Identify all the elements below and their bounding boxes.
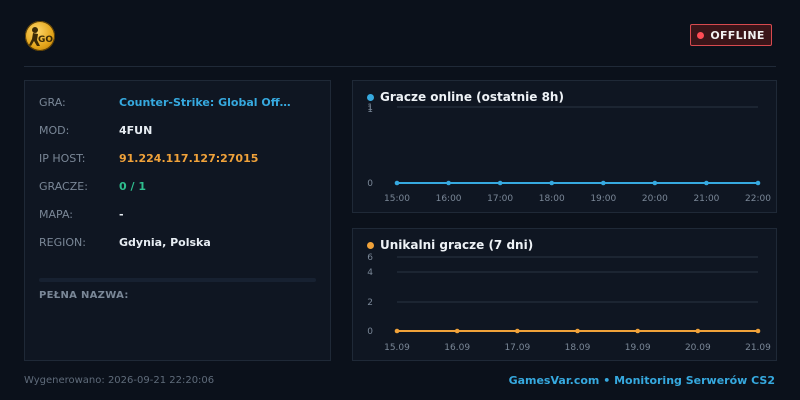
data-point <box>575 328 580 334</box>
x-tick-label: 19.09 <box>625 343 651 353</box>
info-label: MOD: <box>39 124 70 137</box>
full-name-label: PEŁNA NAZWA: <box>39 290 129 301</box>
status-badge: OFFLINE <box>690 24 772 46</box>
game-value: Counter-Strike: Global Off… <box>119 96 291 109</box>
status-dot-icon <box>697 31 705 39</box>
players-value: 0 / 1 <box>119 180 146 193</box>
y-tick-label: 1 <box>367 105 373 115</box>
header-divider <box>24 66 776 67</box>
x-tick-label: 17.09 <box>504 343 530 353</box>
data-point <box>695 328 701 334</box>
data-point <box>652 180 658 186</box>
data-point <box>497 180 503 186</box>
data-point <box>515 328 520 334</box>
y-tick-label: 0 <box>367 327 373 337</box>
info-label: REGION: <box>39 236 86 249</box>
y-tick-label: 0 <box>367 179 373 189</box>
x-tick-label: 18:00 <box>539 194 565 204</box>
x-tick-label: 21:00 <box>693 194 719 204</box>
x-tick-label: 21.09 <box>745 343 771 353</box>
unique-players-plot: 6 4 2 0 15.09 16.09 17.09 18.09 19.09 20.09 21.09 <box>367 253 771 353</box>
x-tick-label: 15.09 <box>384 343 410 353</box>
generated-timestamp: Wygenerowano: 2026-09-21 22:20:06 <box>24 375 215 386</box>
server-info-panel: GRA: Counter-Strike: Global Off… MOD: 4F… <box>24 80 331 361</box>
chart-title-row: Gracze online (ostatnie 8h) <box>367 90 564 104</box>
footer-brand-link[interactable]: GamesVar.com • Monitoring Serwerów CS2 <box>508 374 775 387</box>
x-tick-label: 20:00 <box>642 194 668 204</box>
x-tick-label: 16.09 <box>444 343 470 353</box>
mod-value: 4FUN <box>119 124 153 137</box>
chart-bullet-icon <box>367 93 374 101</box>
data-point <box>704 180 709 186</box>
data-point <box>446 180 451 186</box>
y-tick-label: 2 <box>367 298 373 308</box>
data-point <box>454 328 460 334</box>
online-players-chart: Gracze online (ostatnie 8h) 1 1 0 15:00 16:0… <box>352 80 777 213</box>
data-point <box>394 180 400 186</box>
data-point <box>755 328 761 334</box>
x-tick-label: 16:00 <box>436 194 462 204</box>
x-tick-label: 15:00 <box>384 194 410 204</box>
chart-title: Gracze online (ostatnie 8h) <box>380 90 564 104</box>
data-point <box>600 180 606 186</box>
x-tick-label: 20.09 <box>685 343 711 353</box>
data-point <box>635 328 640 334</box>
map-value: - <box>119 208 124 221</box>
y-tick-label: 1 <box>367 103 373 113</box>
x-tick-label: 17:00 <box>487 194 513 204</box>
info-label: GRA: <box>39 96 66 109</box>
unique-players-chart: Unikalni gracze (7 dni) 6 4 2 0 15.09 16.09 17… <box>352 228 777 361</box>
info-label: IP HOST: <box>39 152 86 165</box>
x-tick-label: 18.09 <box>565 343 591 353</box>
data-point <box>549 180 555 186</box>
chart-title-row: Unikalni gracze (7 dni) <box>367 238 533 252</box>
csgo-logo: GO <box>25 21 55 51</box>
data-point <box>394 328 400 334</box>
status-label: OFFLINE <box>710 28 765 42</box>
data-point <box>755 180 761 186</box>
x-tick-label: 22:00 <box>745 194 771 204</box>
logo-text: GO <box>38 35 53 45</box>
x-tick-label: 19:00 <box>590 194 616 204</box>
info-divider <box>39 278 316 282</box>
y-tick-label: 6 <box>367 253 373 263</box>
info-label: GRACZE: <box>39 180 88 193</box>
chart-title: Unikalni gracze (7 dni) <box>380 238 534 252</box>
y-tick-label: 4 <box>367 268 373 278</box>
chart-bullet-icon <box>367 241 374 249</box>
info-label: MAPA: <box>39 208 73 221</box>
ip-value[interactable]: 91.224.117.127:27015 <box>119 152 259 165</box>
region-value: Gdynia, Polska <box>119 236 211 249</box>
